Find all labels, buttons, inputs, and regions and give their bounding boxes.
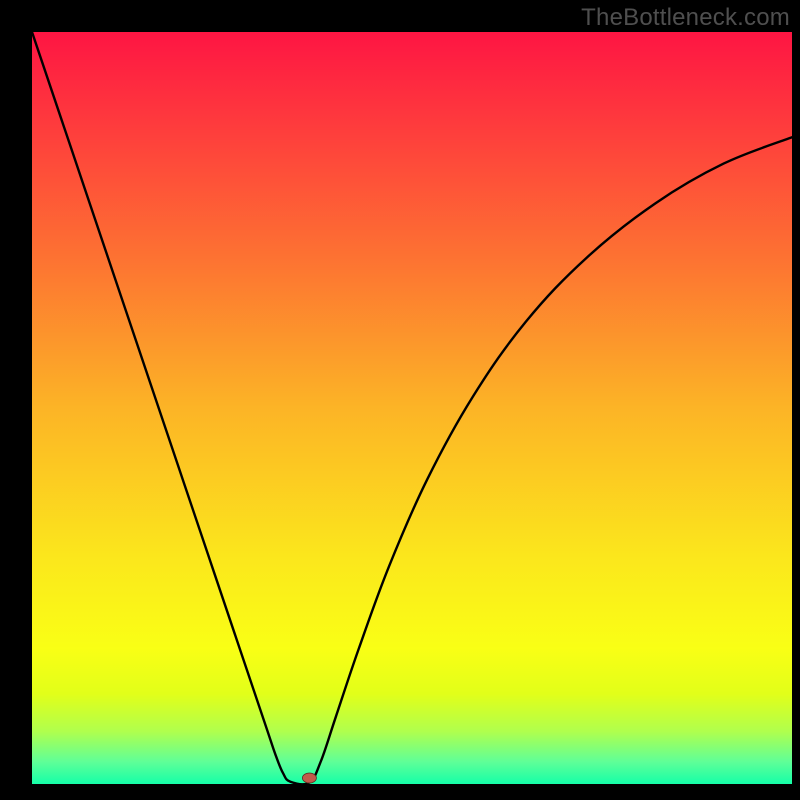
watermark-text: TheBottleneck.com — [581, 4, 790, 32]
minimum-marker — [302, 773, 316, 783]
bottleneck-curve — [32, 32, 792, 784]
chart-frame: TheBottleneck.com — [0, 0, 800, 800]
curve-layer — [32, 32, 792, 784]
plot-area — [32, 32, 792, 784]
